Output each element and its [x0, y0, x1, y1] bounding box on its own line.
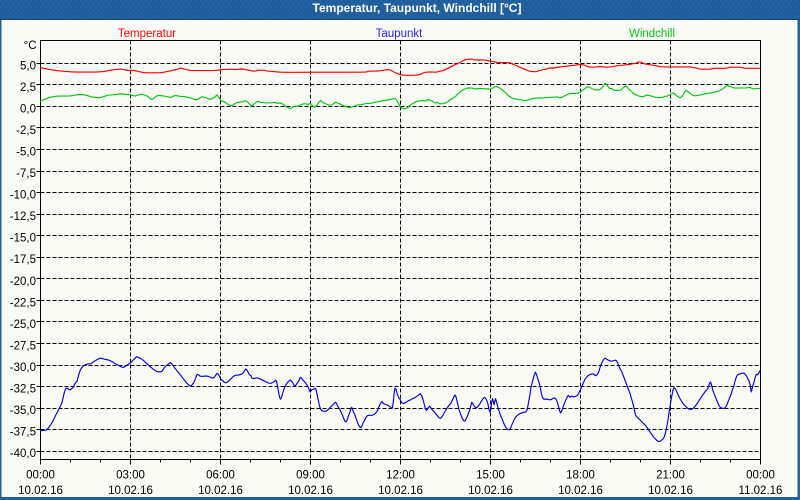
svg-text:10.02.16: 10.02.16: [18, 485, 63, 497]
svg-text:°C: °C: [24, 40, 37, 52]
svg-text:-12,5: -12,5: [10, 211, 36, 223]
svg-text:10.02.16: 10.02.16: [558, 485, 603, 497]
svg-text:-25,0: -25,0: [10, 319, 36, 331]
svg-text:-32,5: -32,5: [10, 384, 36, 396]
svg-text:-20,0: -20,0: [10, 276, 36, 288]
svg-text:-37,5: -37,5: [10, 427, 36, 439]
svg-text:-30,0: -30,0: [10, 362, 36, 374]
svg-text:-15,0: -15,0: [10, 233, 36, 245]
svg-text:-2,5: -2,5: [16, 125, 36, 137]
svg-text:06:00: 06:00: [206, 470, 235, 482]
svg-text:-27,5: -27,5: [10, 341, 36, 353]
svg-text:00:00: 00:00: [26, 470, 55, 482]
svg-text:12:00: 12:00: [386, 470, 415, 482]
svg-text:03:00: 03:00: [116, 470, 145, 482]
svg-text:15:00: 15:00: [476, 470, 505, 482]
svg-text:Taupunkt: Taupunkt: [376, 28, 423, 40]
svg-text:10.02.16: 10.02.16: [108, 485, 153, 497]
svg-text:Windchill: Windchill: [629, 28, 675, 40]
svg-text:Temperatur: Temperatur: [118, 28, 176, 40]
svg-text:5,0: 5,0: [20, 60, 36, 72]
svg-text:10.02.16: 10.02.16: [198, 485, 243, 497]
svg-text:-5,0: -5,0: [16, 147, 36, 159]
svg-text:10.02.16: 10.02.16: [378, 485, 423, 497]
svg-text:-10,0: -10,0: [10, 190, 36, 202]
svg-text:0,0: 0,0: [20, 103, 36, 115]
svg-text:11.02.16: 11.02.16: [739, 485, 783, 497]
svg-text:-35,0: -35,0: [10, 405, 36, 417]
svg-text:10.02.16: 10.02.16: [288, 485, 333, 497]
svg-text:00:00: 00:00: [746, 470, 775, 482]
svg-text:18:00: 18:00: [566, 470, 595, 482]
svg-text:21:00: 21:00: [656, 470, 685, 482]
svg-text:10.02.16: 10.02.16: [468, 485, 513, 497]
svg-text:Temperatur, Taupunkt, Windchil: Temperatur, Taupunkt, Windchill [°C]: [313, 1, 522, 15]
svg-text:10.02.16: 10.02.16: [648, 485, 693, 497]
svg-text:-40,0: -40,0: [10, 448, 36, 460]
svg-text:-7,5: -7,5: [16, 168, 36, 180]
svg-text:-22,5: -22,5: [10, 297, 36, 309]
svg-text:-17,5: -17,5: [10, 254, 36, 266]
svg-text:2,5: 2,5: [20, 82, 36, 94]
svg-text:09:00: 09:00: [296, 470, 325, 482]
